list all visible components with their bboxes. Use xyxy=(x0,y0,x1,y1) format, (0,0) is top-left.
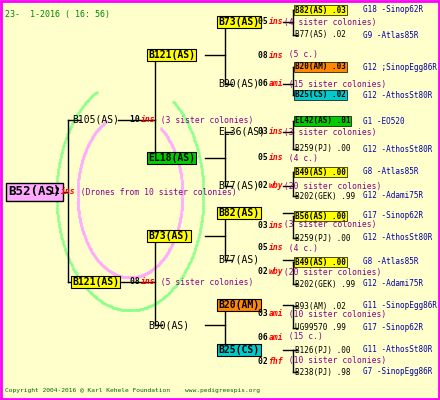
Text: (15 sister colonies): (15 sister colonies) xyxy=(279,80,386,88)
Text: B73(AS): B73(AS) xyxy=(218,17,259,27)
Text: B25(CS) .02: B25(CS) .02 xyxy=(295,90,346,100)
Text: ami: ami xyxy=(268,310,283,318)
Text: G12 ;SinopEgg86R: G12 ;SinopEgg86R xyxy=(363,62,437,72)
Text: (20 sister colonies): (20 sister colonies) xyxy=(279,182,381,190)
Text: G7 -SinopEgg86R: G7 -SinopEgg86R xyxy=(363,368,433,376)
Text: B25(CS): B25(CS) xyxy=(218,345,259,355)
Text: 02: 02 xyxy=(258,268,273,276)
Text: B202(GEK) .99: B202(GEK) .99 xyxy=(295,280,355,288)
Text: B259(PJ) .00: B259(PJ) .00 xyxy=(295,144,351,154)
Text: 02: 02 xyxy=(258,182,273,190)
Text: (5 c.): (5 c.) xyxy=(279,50,318,60)
Text: B82(AS): B82(AS) xyxy=(218,208,259,218)
Text: 03: 03 xyxy=(258,128,273,136)
Text: B82(AS) .03: B82(AS) .03 xyxy=(295,6,346,14)
Text: G11 -SinopEgg86R: G11 -SinopEgg86R xyxy=(363,302,437,310)
Text: 06: 06 xyxy=(258,332,273,342)
Text: B73(AS): B73(AS) xyxy=(148,231,189,241)
Text: B90(AS): B90(AS) xyxy=(218,79,259,89)
Text: G11 -AthosSt80R: G11 -AthosSt80R xyxy=(363,346,433,354)
Text: 02: 02 xyxy=(258,356,273,366)
Text: B20(AM) .03: B20(AM) .03 xyxy=(295,62,346,72)
Text: G8 -Atlas85R: G8 -Atlas85R xyxy=(363,258,418,266)
Text: G1 -EO520: G1 -EO520 xyxy=(363,116,405,126)
Text: G18 -Sinop62R: G18 -Sinop62R xyxy=(363,6,423,14)
Text: ins: ins xyxy=(268,50,283,60)
Text: B49(AS) .00: B49(AS) .00 xyxy=(295,168,346,176)
Text: 06: 06 xyxy=(258,80,273,88)
Text: wby: wby xyxy=(268,182,283,190)
Text: 05: 05 xyxy=(258,154,273,162)
Text: B49(AS) .00: B49(AS) .00 xyxy=(295,258,346,266)
Text: EL36(AS): EL36(AS) xyxy=(218,127,265,137)
Text: ami: ami xyxy=(268,332,283,342)
Text: G17 -Sinop62R: G17 -Sinop62R xyxy=(363,324,423,332)
Text: (3 sister colonies): (3 sister colonies) xyxy=(279,220,376,230)
Text: Copyright 2004-2016 @ Karl Kehele Foundation    www.pedigreespis.org: Copyright 2004-2016 @ Karl Kehele Founda… xyxy=(5,388,260,393)
Text: B105(AS): B105(AS) xyxy=(72,115,119,125)
Text: ins: ins xyxy=(268,128,283,136)
Text: G12 -AthosSt80R: G12 -AthosSt80R xyxy=(363,144,433,154)
Text: ins: ins xyxy=(268,220,283,230)
Text: 03: 03 xyxy=(258,220,273,230)
Text: B121(AS): B121(AS) xyxy=(148,50,195,60)
Text: ins: ins xyxy=(60,188,75,196)
Text: G12 -AthosSt80R: G12 -AthosSt80R xyxy=(363,90,433,100)
Text: (4 c.): (4 c.) xyxy=(279,244,318,252)
Text: 03: 03 xyxy=(258,310,273,318)
Text: 08: 08 xyxy=(130,278,145,286)
Text: ins: ins xyxy=(268,244,283,252)
Text: B121(AS): B121(AS) xyxy=(72,277,119,287)
Text: B77(AS) .02: B77(AS) .02 xyxy=(295,30,346,40)
Text: B90(AS): B90(AS) xyxy=(148,320,189,330)
Text: (5 sister colonies): (5 sister colonies) xyxy=(151,278,253,286)
Text: (20 sister colonies): (20 sister colonies) xyxy=(279,268,381,276)
Text: 05: 05 xyxy=(258,18,273,26)
Text: 12: 12 xyxy=(50,188,65,196)
Text: fhf: fhf xyxy=(268,356,283,366)
Text: 05: 05 xyxy=(258,244,273,252)
Text: (4 c.): (4 c.) xyxy=(279,154,318,162)
Text: UG99570 .99: UG99570 .99 xyxy=(295,324,346,332)
Text: G12 -AthosSt80R: G12 -AthosSt80R xyxy=(363,234,433,242)
Text: B52(AS): B52(AS) xyxy=(8,186,60,198)
Text: wby: wby xyxy=(268,268,283,276)
Text: B93(AM) .02: B93(AM) .02 xyxy=(295,302,346,310)
Text: (3 sister colonies): (3 sister colonies) xyxy=(279,128,376,136)
Text: G17 -Sinop62R: G17 -Sinop62R xyxy=(363,212,423,220)
Text: ami: ami xyxy=(268,80,283,88)
Text: B259(PJ) .00: B259(PJ) .00 xyxy=(295,234,351,242)
Text: ins: ins xyxy=(140,278,155,286)
Text: ins: ins xyxy=(268,18,283,26)
Text: B126(PJ) .00: B126(PJ) .00 xyxy=(295,346,351,354)
Text: G12 -Adami75R: G12 -Adami75R xyxy=(363,192,423,200)
Text: B20(AM): B20(AM) xyxy=(218,300,259,310)
Text: EL42(AS) .01: EL42(AS) .01 xyxy=(295,116,351,126)
Text: ins: ins xyxy=(140,116,155,124)
Text: 23-  1-2016 ( 16: 56): 23- 1-2016 ( 16: 56) xyxy=(5,10,110,19)
Text: (3 sister colonies): (3 sister colonies) xyxy=(151,116,253,124)
Text: EL18(AS): EL18(AS) xyxy=(148,153,195,163)
Text: B77(AS): B77(AS) xyxy=(218,181,259,191)
Text: 10: 10 xyxy=(130,116,145,124)
Text: B56(AS) .00: B56(AS) .00 xyxy=(295,212,346,220)
Text: B202(GEK) .99: B202(GEK) .99 xyxy=(295,192,355,200)
Text: 08: 08 xyxy=(258,50,273,60)
Text: B238(PJ) .98: B238(PJ) .98 xyxy=(295,368,351,376)
Text: G8 -Atlas85R: G8 -Atlas85R xyxy=(363,168,418,176)
Text: G9 -Atlas85R: G9 -Atlas85R xyxy=(363,30,418,40)
Text: G12 -Adami75R: G12 -Adami75R xyxy=(363,280,423,288)
Text: (10 sister colonies): (10 sister colonies) xyxy=(279,356,386,366)
Text: B77(AS): B77(AS) xyxy=(218,255,259,265)
Text: ins: ins xyxy=(268,154,283,162)
Text: (10 sister colonies): (10 sister colonies) xyxy=(279,310,386,318)
Text: (15 c.): (15 c.) xyxy=(279,332,323,342)
Text: (4 sister colonies): (4 sister colonies) xyxy=(279,18,376,26)
Text: (Drones from 10 sister colonies): (Drones from 10 sister colonies) xyxy=(71,188,237,196)
